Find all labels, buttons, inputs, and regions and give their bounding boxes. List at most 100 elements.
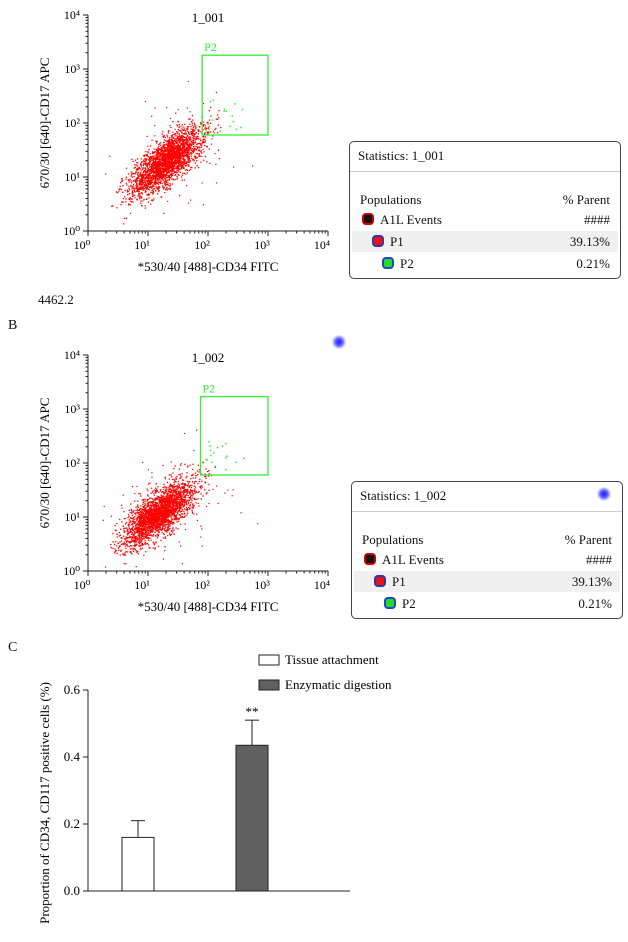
event-point — [168, 514, 170, 516]
event-point — [136, 550, 138, 553]
event-point — [144, 514, 146, 517]
event-point — [168, 478, 170, 480]
event-point — [127, 179, 129, 181]
event-point — [150, 528, 153, 531]
event-point — [147, 504, 149, 506]
event-point — [203, 133, 206, 135]
event-point — [152, 504, 155, 506]
event-point — [138, 175, 140, 177]
event-point — [159, 174, 161, 176]
event-point — [146, 185, 149, 188]
event-point — [120, 188, 122, 191]
event-point — [147, 167, 149, 169]
event-point — [151, 199, 153, 201]
event-point — [142, 178, 144, 180]
event-point — [150, 172, 152, 174]
event-point — [136, 508, 139, 510]
event-point — [132, 528, 134, 530]
y-tick-label: 10² — [64, 456, 80, 470]
event-point — [175, 153, 177, 155]
event-point — [148, 181, 150, 184]
event-point — [168, 176, 170, 178]
event-point — [187, 494, 189, 497]
event-point — [155, 161, 157, 163]
event-point — [162, 154, 164, 157]
event-point — [123, 553, 125, 555]
event-point — [162, 505, 165, 507]
event-point — [179, 142, 181, 144]
event-point — [169, 504, 171, 506]
event-point — [129, 197, 131, 199]
event-point — [149, 186, 151, 189]
event-point — [152, 175, 154, 178]
event-point — [197, 133, 200, 135]
event-point — [165, 161, 167, 164]
event-point — [187, 150, 189, 152]
event-point — [166, 179, 169, 181]
event-point — [182, 165, 184, 167]
event-point — [132, 160, 134, 162]
event-point — [173, 143, 175, 145]
event-point — [143, 188, 146, 190]
event-point — [175, 165, 177, 168]
event-point — [162, 520, 165, 523]
event-point — [146, 517, 148, 520]
event-point — [121, 504, 123, 506]
event-point — [157, 535, 159, 537]
event-point — [195, 125, 197, 127]
event-point — [166, 140, 169, 142]
event-point — [143, 187, 145, 190]
event-point — [131, 182, 133, 184]
event-point — [179, 171, 181, 173]
event-point — [145, 520, 147, 522]
event-point — [175, 500, 177, 503]
event-point — [186, 185, 188, 187]
event-point — [157, 513, 159, 515]
scatter-plot-1-002: 10⁰10⁰10¹10¹10²10²10³10³10⁴10⁴P21_002*53… — [37, 348, 330, 614]
event-point — [169, 514, 171, 516]
event-point — [169, 188, 171, 191]
event-point — [156, 177, 158, 179]
event-point — [172, 147, 175, 150]
event-point — [181, 174, 184, 176]
event-point — [179, 161, 181, 163]
event-point — [153, 155, 155, 157]
event-point — [172, 131, 174, 133]
event-point — [135, 524, 137, 526]
event-point — [130, 551, 132, 553]
event-point — [146, 181, 148, 183]
event-point — [143, 167, 145, 169]
event-point — [150, 521, 152, 523]
event-point — [177, 147, 179, 149]
event-point — [143, 506, 145, 508]
event-point — [159, 164, 161, 166]
event-point — [153, 528, 155, 530]
event-point — [179, 514, 182, 516]
event-point — [132, 193, 134, 195]
event-point — [165, 174, 167, 176]
event-point — [189, 118, 191, 120]
event-point — [149, 530, 151, 533]
event-point — [178, 485, 180, 487]
event-point — [168, 474, 171, 476]
event-point — [169, 151, 171, 153]
event-point — [148, 546, 150, 549]
event-point — [177, 128, 179, 131]
event-point — [191, 124, 193, 126]
event-point — [148, 530, 150, 532]
event-point — [129, 548, 132, 550]
event-point — [167, 509, 169, 511]
event-point — [150, 179, 152, 181]
event-point — [175, 163, 177, 166]
event-point — [189, 507, 191, 509]
event-point — [142, 513, 144, 515]
event-point — [220, 126, 222, 129]
event-point — [161, 157, 163, 159]
event-point — [182, 136, 184, 138]
event-point — [131, 188, 133, 190]
event-point — [184, 151, 186, 154]
event-point — [142, 500, 144, 502]
event-point — [156, 490, 158, 492]
event-point — [166, 152, 169, 154]
event-point — [191, 130, 194, 132]
